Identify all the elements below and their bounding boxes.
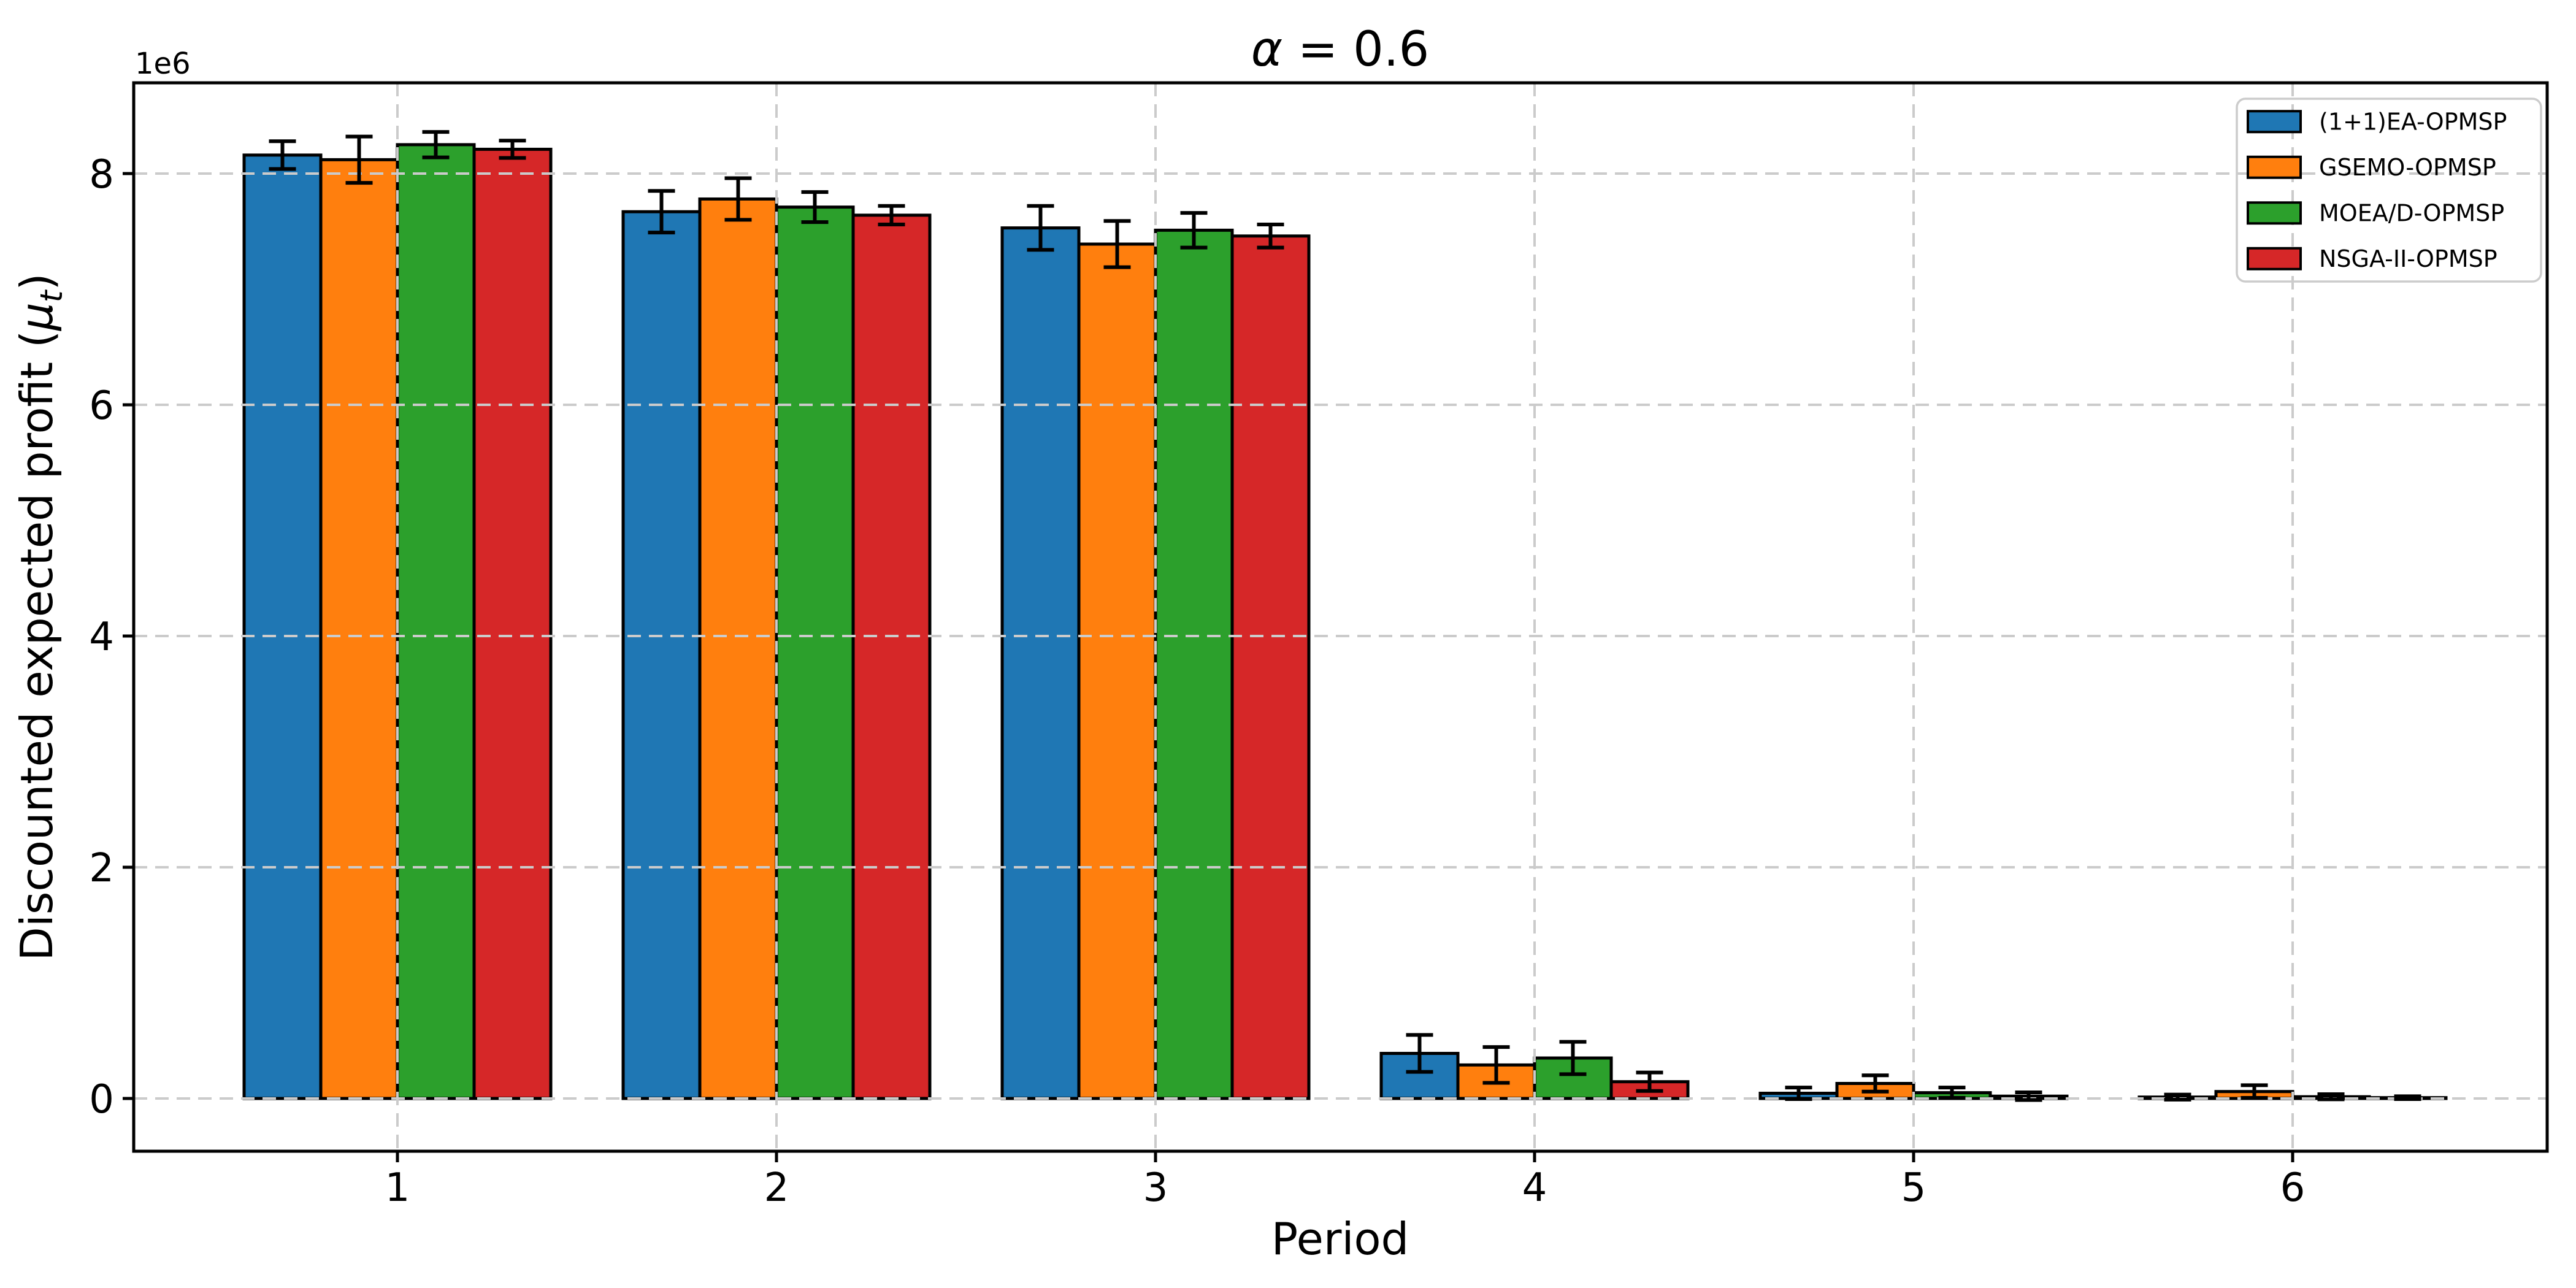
legend-swatch-4 [2247,247,2302,270]
x-tick-label: 5 [1901,1165,1926,1211]
gridlines-layer [134,83,2547,1151]
chart-title: α = 0.6 [1251,22,1429,77]
bar-series1-period2 [621,210,702,1100]
bar-series4-period1 [472,147,553,1100]
bar-series2-period1 [319,158,399,1100]
legend-label-1: (1+1)EA-OPMSP [2319,108,2507,135]
axes-layer [132,81,2549,1153]
legend-label-2: GSEMO-OPMSP [2319,154,2496,181]
legend-label-4: NSGA-II-OPMSP [2319,245,2497,272]
y-tick-label: 0 [89,1077,114,1122]
legend-swatch-1 [2247,110,2302,134]
x-tick-label: 6 [2280,1165,2306,1211]
bar-series2-period3 [1077,242,1157,1100]
legend-frame [2236,98,2542,283]
x-tick-label: 1 [385,1165,410,1211]
y-axis-label: Discounted expected profit (μt) [11,273,69,960]
bar-series4-period2 [851,213,932,1100]
bar-series3-period3 [1154,228,1234,1100]
y-tick-label: 4 [89,615,114,660]
bar-series4-period3 [1230,234,1311,1100]
x-axis-label: Period [1271,1213,1409,1265]
legend-label-3: MOEA/D-OPMSP [2319,199,2504,226]
errorbars-layer [269,130,2421,1102]
legend: (1+1)EA-OPMSP GSEMO-OPMSP MOEA/D-OPMSP NSGA… [2236,98,2542,283]
bar-series2-period2 [698,197,778,1100]
legend-swatch-3 [2247,201,2302,225]
x-tick-label: 2 [764,1165,789,1211]
y-tick-label: 6 [89,383,114,429]
bar-series1-period3 [1000,226,1081,1100]
y-offset-label: 1e6 [135,47,191,81]
y-tick-label: 2 [89,846,114,891]
ticks-layer: 0 2 4 6 8 1 2 3 4 5 6 [89,152,2305,1211]
x-tick-label: 4 [1522,1165,1547,1211]
legend-swatch-2 [2247,155,2302,179]
y-tick-label: 8 [89,152,114,197]
x-tick-label: 3 [1143,1165,1168,1211]
bar-series1-period1 [242,153,323,1100]
bar-series3-period2 [775,205,855,1100]
bar-series3-period1 [396,143,476,1100]
plot-frame [132,81,2549,1153]
bars-layer [242,143,2448,1100]
